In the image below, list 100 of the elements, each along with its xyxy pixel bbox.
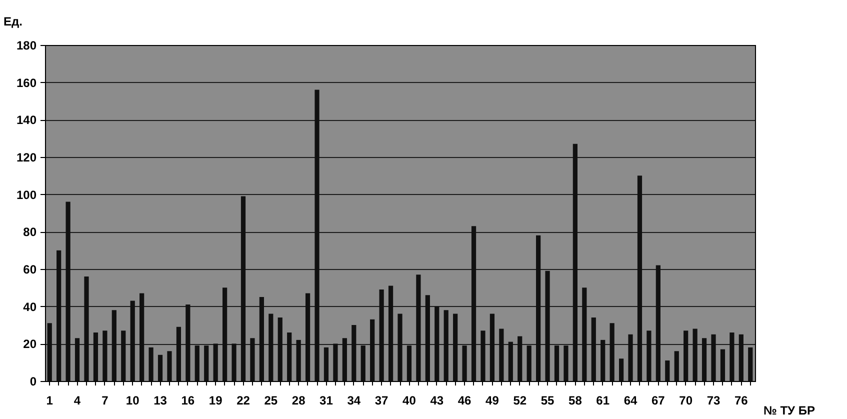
bar: [388, 286, 394, 381]
bar: [646, 330, 652, 381]
bar: [222, 288, 228, 381]
bar: [490, 314, 495, 381]
bar: [204, 346, 209, 381]
x-tick-label: 13: [154, 394, 168, 408]
y-tick-label: 60: [23, 262, 37, 276]
x-tick-label: 7: [102, 394, 109, 408]
bar: [720, 349, 726, 381]
y-tick-label: 0: [30, 374, 37, 388]
bar: [526, 346, 532, 381]
bar: [702, 338, 707, 381]
bar: [296, 340, 301, 381]
bar: [370, 319, 375, 381]
bar: [140, 293, 144, 381]
bar: [250, 338, 255, 381]
bar: [748, 347, 753, 381]
bar: [148, 347, 154, 381]
bar: [508, 342, 513, 381]
y-tick-label: 120: [16, 150, 37, 164]
x-tick-label: 55: [540, 394, 555, 408]
bar: [213, 344, 218, 381]
bar: [711, 334, 716, 381]
bar: [480, 330, 486, 381]
bar: [352, 325, 356, 381]
y-tick-label: 140: [16, 113, 37, 128]
x-tick-label: 64: [624, 394, 638, 408]
bar: [600, 340, 606, 381]
bar: [656, 265, 660, 381]
bar: [591, 318, 596, 381]
bar: [130, 300, 135, 381]
bar: [167, 351, 172, 381]
x-tick-label: 31: [320, 394, 334, 408]
bar: [305, 293, 310, 381]
bar: [462, 346, 467, 381]
bar: [278, 318, 282, 381]
bar: [618, 358, 624, 381]
bar: [425, 295, 430, 381]
bar: [314, 90, 320, 381]
bar: [342, 338, 347, 381]
bar: [158, 354, 163, 381]
bar: [572, 144, 578, 381]
x-tick-label: 58: [568, 394, 582, 408]
x-tick-label: 4: [74, 394, 81, 408]
bar: [518, 336, 522, 381]
x-tick-label: 61: [596, 394, 610, 408]
x-tick-label: 73: [706, 394, 720, 408]
bar: [121, 330, 126, 381]
bar: [287, 332, 292, 381]
bar: [582, 288, 587, 381]
bar: [360, 346, 366, 381]
y-tick-label: 100: [16, 188, 37, 202]
y-tick-label: 160: [16, 76, 37, 90]
x-tick-label: 28: [292, 394, 306, 408]
bar: [564, 346, 568, 381]
x-tick-label: 52: [513, 394, 527, 408]
y-tick-label: 180: [16, 38, 37, 52]
bar: [379, 290, 384, 381]
bar: [730, 332, 734, 381]
y-axis-title: Ед.: [4, 14, 22, 28]
bar: [74, 338, 80, 381]
x-tick-label: 22: [236, 394, 250, 408]
bar: [268, 314, 274, 381]
bar: [232, 344, 236, 381]
x-tick-label: 10: [126, 394, 140, 408]
bar: [398, 314, 402, 381]
bar: [674, 351, 679, 381]
x-tick-label: 76: [734, 394, 748, 408]
bar: [186, 304, 190, 381]
bar: [628, 334, 633, 381]
bar: [84, 276, 89, 381]
bar: [240, 196, 246, 381]
bar: [444, 310, 448, 381]
bar: [112, 310, 116, 381]
bar: [416, 274, 421, 381]
x-tick-label: 1: [46, 394, 54, 408]
bar: [93, 332, 98, 381]
x-tick-label: 67: [652, 394, 666, 408]
bar: [499, 328, 504, 381]
bar: [259, 297, 264, 381]
bar: [176, 326, 182, 381]
bar: [56, 250, 62, 381]
bar: [47, 323, 52, 381]
bar: [453, 314, 458, 381]
bar: [324, 347, 329, 381]
x-tick-label: 70: [679, 394, 693, 408]
x-tick-label: 37: [374, 394, 389, 408]
bar: [406, 346, 412, 381]
x-tick-label: 49: [486, 394, 500, 408]
y-tick-label: 40: [23, 300, 37, 314]
x-tick-label: 34: [347, 394, 361, 408]
x-tick-label: 16: [181, 394, 195, 408]
y-tick-label: 80: [23, 225, 37, 240]
bar: [194, 346, 200, 381]
bar: [545, 270, 550, 381]
bar: [66, 202, 70, 381]
bar: [610, 323, 614, 381]
bar: [684, 330, 688, 381]
bar: [692, 328, 698, 381]
bar: [434, 306, 440, 381]
